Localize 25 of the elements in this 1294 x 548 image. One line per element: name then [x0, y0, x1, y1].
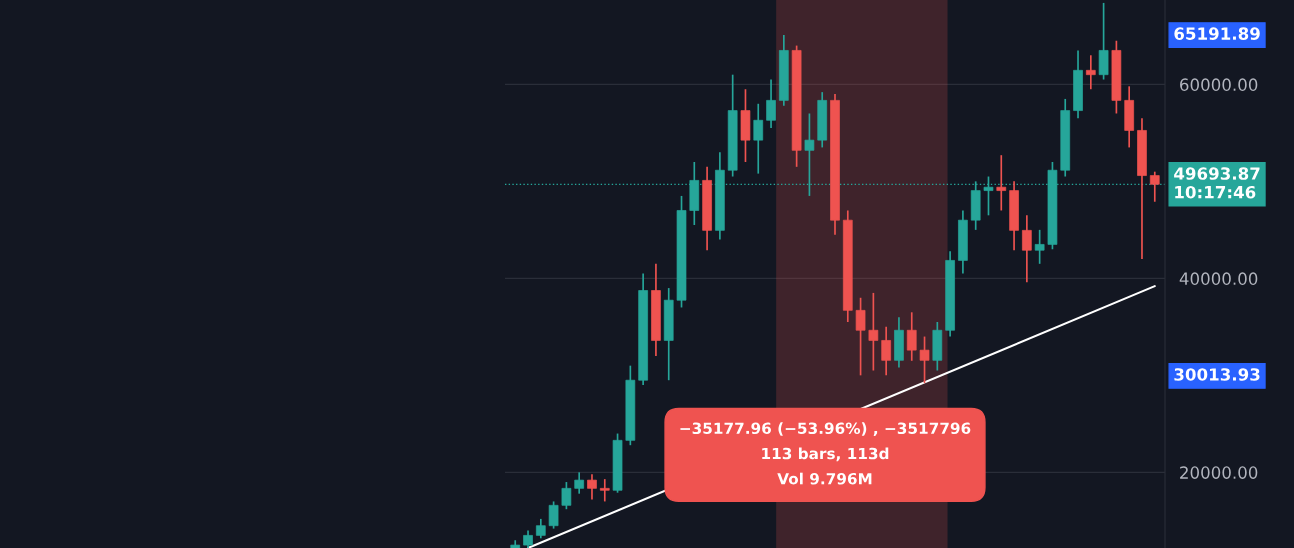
candlestick: [599, 478, 610, 503]
candlestick: [535, 518, 546, 540]
candlestick: [548, 500, 559, 530]
candlestick: [574, 471, 585, 495]
candlestick: [766, 78, 776, 129]
candlestick: [855, 296, 866, 377]
y-tick-label: 20000.00: [1180, 466, 1258, 479]
candlestick: [587, 473, 597, 501]
text: 65191.89: [1174, 27, 1260, 40]
candlestick: [881, 326, 891, 377]
candlestick: [906, 311, 917, 362]
candlestick: [561, 481, 572, 511]
candlestick: [919, 335, 930, 384]
y-tick-label: 60000.00: [1180, 78, 1258, 91]
y-tick-label: 40000.00: [1179, 272, 1258, 285]
candlestick: [753, 102, 764, 175]
annotation: −35177.96 (−53.96%) , −3517796 113 bars, 113d Vol 9.796M: [680, 422, 971, 485]
text: 30013.93: [1174, 368, 1260, 381]
ref-line-label: 49693.87 10:17:46: [1174, 167, 1260, 199]
candlestick: [1149, 170, 1160, 203]
candlestick: [868, 292, 879, 372]
candlestick: [1022, 214, 1032, 284]
candlestick: [1085, 54, 1096, 91]
candlestick: [996, 154, 1007, 212]
candlestick: [1034, 229, 1045, 265]
